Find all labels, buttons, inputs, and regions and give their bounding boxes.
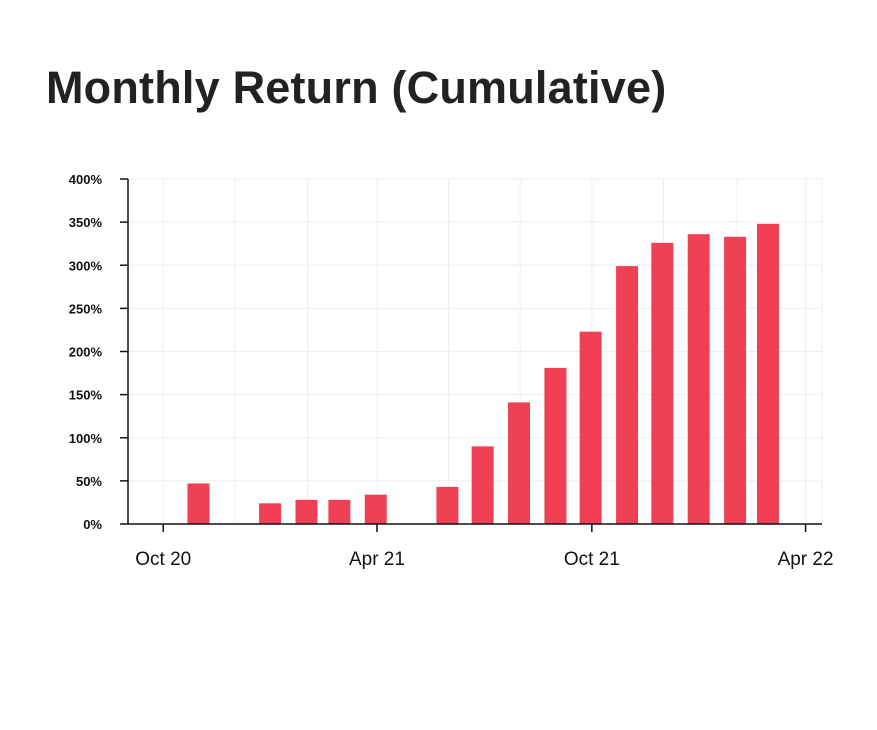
x-tick-label: Oct 21 [564, 549, 620, 570]
bar [187, 483, 210, 524]
bar [687, 234, 710, 524]
y-tick-label: 150% [69, 388, 103, 403]
axes [120, 178, 822, 532]
bar [756, 223, 779, 524]
bars [187, 223, 779, 524]
bar [544, 367, 567, 524]
tick-labels: 0% 50% 100% 150% 200% 250% 300% 350% 400% Oct 20 A… [69, 172, 834, 570]
chart-title: Monthly Return (Cumulative) [46, 62, 667, 113]
bar [328, 499, 351, 524]
bar [259, 503, 282, 524]
y-tick-label: 250% [69, 301, 103, 316]
bar [295, 499, 318, 524]
bar [724, 236, 747, 524]
y-tick-label: 300% [69, 258, 103, 273]
x-tick-label: Oct 20 [135, 549, 191, 570]
bar [651, 242, 674, 524]
y-tick-label: 0% [83, 517, 102, 532]
bar [579, 331, 602, 524]
y-tick-label: 50% [76, 474, 102, 489]
y-tick-label: 200% [69, 345, 103, 360]
y-tick-label: 400% [69, 172, 103, 187]
x-tick-label: Apr 21 [349, 549, 405, 570]
y-tick-label: 100% [69, 431, 103, 446]
x-tick-label: Apr 22 [778, 549, 834, 570]
bar [616, 266, 639, 524]
bar [508, 402, 531, 524]
bar [471, 446, 494, 524]
y-tick-label: 350% [69, 215, 103, 230]
bar [436, 486, 459, 524]
bar [364, 494, 387, 524]
